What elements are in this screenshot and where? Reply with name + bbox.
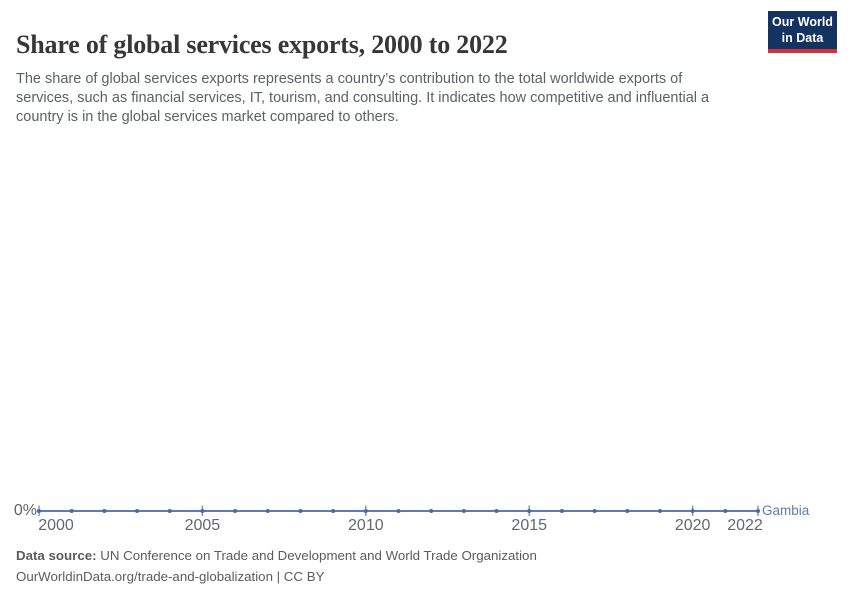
owid-logo[interactable]: Our World in Data: [768, 11, 837, 53]
chart-subtitle: The share of global services exports rep…: [16, 70, 710, 126]
y-axis-zero-label: 0%: [13, 502, 37, 519]
x-tick-label: 2020: [674, 517, 711, 534]
page-title: Share of global services exports, 2000 t…: [16, 30, 508, 60]
x-tick-label: 2005: [184, 517, 221, 534]
x-tick-label: 2010: [348, 517, 384, 534]
x-tick-label: 2022: [727, 517, 763, 534]
x-tick-label: 2015: [511, 517, 548, 534]
x-tick-label: 2000: [38, 517, 74, 534]
owid-logo-line1: Our World: [772, 15, 833, 29]
attribution-line: OurWorldinData.org/trade-and-globalizati…: [16, 569, 325, 584]
data-source-text: UN Conference on Trade and Development a…: [96, 548, 537, 563]
owid-logo-line2: in Data: [781, 30, 824, 45]
data-source-line: Data source: UN Conference on Trade and …: [16, 548, 716, 563]
data-source-label: Data source:: [16, 548, 97, 563]
series-entity-label[interactable]: Gambia: [762, 503, 810, 518]
